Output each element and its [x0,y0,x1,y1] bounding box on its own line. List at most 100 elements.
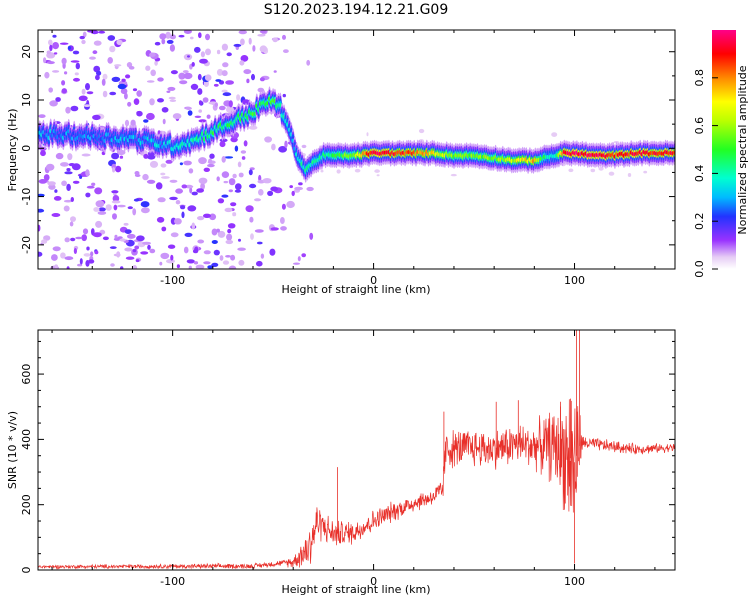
spectrogram-noise-blob [67,153,73,161]
spectrogram-noise-blob [197,216,205,221]
spectrogram-noise-blob [278,146,287,153]
spectrogram-noise-blob [170,232,179,238]
spectrogram-noise-blob [70,197,75,202]
spectrogram-y-tick-label: 0 [20,145,33,152]
spectrogram-noise-blob [101,78,106,86]
spectrogram-noise-blob [149,98,155,106]
spectrogram-noise-blob [232,212,237,217]
spectrogram-noise-blob [178,72,186,80]
spectrogram-noise-blob [179,162,183,166]
spectrogram-noise-blob [230,202,237,207]
spectrogram-noise-blob [219,141,226,148]
spectrogram-noise-blob [301,144,307,149]
spectrogram-noise-blob [96,70,102,76]
spectrogram-noise-blob [38,251,43,257]
colorbar-tick-label: 0.4 [693,165,706,183]
spectrogram-noise-blob [86,91,94,95]
spectrogram-noise-blob [175,188,184,194]
spectrogram-noise-blob [43,57,47,64]
spectrogram-noise-blob [238,30,247,35]
spectrogram-noise-blob [203,167,210,172]
snr-y-axis-label: SNR (10 * v/v) [6,411,19,489]
spectrogram-noise-blob [264,136,272,143]
spectrogram-noise-blob [53,52,58,55]
spectrogram-noise-blob [78,95,88,102]
spectrogram-noise-blob [217,230,226,238]
spectrogram-noise-blob [157,197,166,203]
spectrogram-noise-blob [256,241,263,245]
spectrogram-noise-blob [161,107,169,113]
spectrogram-noise-blob [418,128,425,134]
spectrogram-noise-blob [221,89,228,93]
spectrogram-noise-blob [551,132,558,138]
spectrogram-noise-blob [81,39,86,45]
colorbar: 0.0 0.2 0.4 0.6 0.8 Normalized spectral ampl… [693,30,749,278]
spectrogram-noise-blob [95,220,103,228]
spectrogram-noise-blob [81,153,91,157]
snr-panel: -100 0 100 0 200 400 600 Height of straight l… [6,329,676,596]
spectrogram-noise-blob [259,77,265,82]
spectrogram-noise-blob [223,180,229,184]
spectrogram-noise-blob [306,59,311,66]
spectrogram-noise-blob [90,251,94,257]
spectrogram-noise-blob [79,35,85,40]
spectrogram-noise-blob [135,259,140,263]
spectrogram-noise-blob [117,83,127,90]
spectrogram-noise-blob [252,45,256,52]
spectrogram-noise-blob [43,174,50,181]
snr-series-line [38,399,675,570]
spectrogram-noise-blob [142,241,152,245]
spectrogram-noise-blob [127,233,136,239]
spectrogram-noise-blob [306,186,314,192]
spectrogram-noise-blob [198,100,203,105]
spectrogram-noise-blob [206,114,211,119]
figure-title: S120.2023.194.12.21.G09 [264,2,449,18]
snr-x-ticks: -100 0 100 [51,330,656,588]
spectrogram-noise-blob [74,72,79,76]
spectrogram-noise-blob [170,70,178,75]
spectrogram-noise-blob [83,253,91,257]
spectrogram-noise-blob [224,156,234,159]
spectrogram-noise-blob [64,71,68,75]
spectrogram-noise-blob [590,168,596,173]
spectrogram-noise-blob [87,30,95,33]
spectrogram-noise-blob [259,45,268,53]
spectrogram-noise-blob [132,88,138,92]
spectrogram-noise-blob [228,265,237,269]
spectrogram-noise-blob [172,113,182,120]
spectrogram-noise-blob [51,213,61,217]
spectrogram-noise-blob [41,239,48,244]
spectrogram-noise-blob [196,188,205,193]
spectrogram-noise-blob [111,152,120,160]
spectrogram-noise-blob [92,50,98,55]
spectrogram-noise-blob [286,200,295,209]
spectrogram-noise-blob [320,169,324,173]
spectrogram-noise-blob [134,245,140,250]
spectrogram-noise-blob [200,182,206,190]
spectrogram-noise-blob [216,68,224,76]
spectrogram-noise-blob [186,259,195,264]
spectrogram-noise-blob [140,251,149,255]
spectrogram-noise-blob [598,166,604,171]
spectrogram-noise-blob [198,157,207,165]
spectrogram-noise-blob [249,183,257,189]
spectrogram-noise-blob [195,264,205,269]
spectrogram-noise-blob [51,254,58,261]
spectrogram-noise-blob [63,199,73,203]
spectrogram-noise-blob [94,250,99,255]
spectrogram-noise-blob [136,90,142,97]
spectrogram-noise-blob [116,39,123,45]
spectrogram-noise-blob [124,229,132,235]
spectrogram-noise-blob [72,50,80,55]
spectrogram-noise-blob [250,233,254,240]
spectrogram-noise-blob [63,205,70,212]
spectrogram-noise-blob [150,69,156,77]
spectrogram-noise-blob [169,196,178,201]
spectrogram-noise-blob [124,247,133,252]
spectrogram-noise-blob [65,106,71,114]
spectrogram-noise-blob [221,194,229,198]
spectrogram-noise-blob [127,206,133,210]
spectrogram-noise-blob [120,266,124,269]
spectrogram-noise-blob [55,152,64,160]
spectrogram-noise-blob [128,66,135,70]
